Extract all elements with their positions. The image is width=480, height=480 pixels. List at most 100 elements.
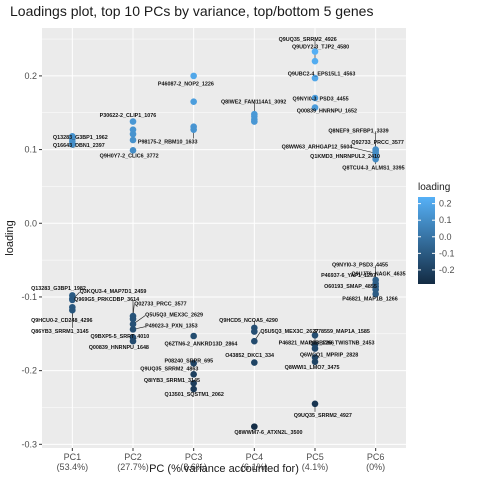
data-point bbox=[311, 74, 319, 82]
point-label: Q8WWM7-6_ATXN2L_3500 bbox=[234, 430, 302, 436]
point-label: Q13B726_TWISTNB_2453 bbox=[309, 341, 375, 347]
x-tick-variance: (53.4%) bbox=[57, 462, 89, 472]
point-label: P46821_MAP1B_1266 bbox=[342, 296, 397, 302]
legend-tick-label: 0.1 bbox=[439, 215, 452, 225]
point-label: Q13283_G3BP1_1962 bbox=[53, 135, 108, 141]
point-label: Q8NEF9_SRFBP1_3339 bbox=[328, 128, 388, 134]
point-label: O60193_SMAP_4855 bbox=[324, 284, 377, 290]
x-tick-variance: (4.1%) bbox=[302, 462, 329, 472]
legend-tick-label: -0.2 bbox=[439, 265, 455, 275]
data-point bbox=[190, 385, 197, 393]
x-tick-label: PC3 bbox=[185, 452, 203, 462]
point-label: P98175-2_RBM10_1633 bbox=[138, 139, 198, 145]
point-label: Q13283_G3BP1_1982 bbox=[31, 286, 86, 292]
point-label: Q00839_HNRNPU_1648 bbox=[89, 345, 149, 351]
x-axis-ticks: PC1(53.4%)PC2(27.7%)PC3(8.6%)PC4(6.1%)PC… bbox=[57, 448, 385, 472]
y-tick-label: 0.2 bbox=[24, 71, 37, 81]
x-tick-label: PC6 bbox=[367, 452, 385, 462]
point-label: Q9UQ35_SRRM2_4927 bbox=[294, 413, 352, 419]
point-label: Q9H0Y7-2_CLIC6_3772 bbox=[100, 153, 159, 159]
legend-tick-label: 0.0 bbox=[439, 232, 452, 242]
data-point bbox=[69, 306, 76, 314]
point-label: Q9UBC2-4_EPS15L1_4563 bbox=[288, 72, 356, 78]
data-point bbox=[311, 331, 319, 339]
point-label: Q6WCQ1_MPRIP_2828 bbox=[300, 352, 358, 358]
point-label: Q9NYI0-3_PSD3_4455 bbox=[332, 263, 388, 269]
data-point bbox=[311, 48, 319, 55]
data-point bbox=[311, 358, 319, 366]
y-tick-label: -0.2 bbox=[21, 366, 37, 376]
data-point bbox=[129, 326, 137, 333]
point-label: Q8IYB3_SRRM1_3145 bbox=[144, 378, 200, 384]
point-label: Q5U5Q3_MEX3C_2629 bbox=[145, 313, 203, 319]
point-label: Q8IWE2_FAM114A1_3092 bbox=[221, 100, 286, 106]
point-label: Q9HCU0-2_CD248_4296 bbox=[31, 318, 92, 324]
data-point bbox=[251, 359, 258, 366]
point-label: Q8WWI1_LMO7_3475 bbox=[285, 365, 340, 371]
data-point bbox=[129, 118, 137, 125]
gridlines bbox=[42, 28, 406, 448]
data-point bbox=[311, 94, 319, 102]
data-point bbox=[129, 130, 137, 138]
y-axis-title: loading bbox=[4, 220, 16, 255]
plot-panel bbox=[42, 28, 406, 448]
point-label: Q16643_DBN1_2397 bbox=[53, 143, 105, 149]
point-label: P08240_SRPR_695 bbox=[165, 358, 214, 364]
point-label: Q969G5_PRKCDBP_3614 bbox=[74, 297, 139, 303]
data-point bbox=[251, 423, 258, 430]
point-label: Q9NYI0-3_PSD3_4455 bbox=[293, 97, 349, 103]
data-point bbox=[251, 118, 258, 125]
x-tick-label: PC5 bbox=[306, 452, 324, 462]
x-tick-label: PC4 bbox=[246, 452, 264, 462]
data-point bbox=[129, 136, 137, 144]
legend-ticks: 0.2 0.1 0.0 -0.1 -0.2 bbox=[418, 199, 455, 275]
data-point bbox=[190, 371, 197, 378]
data-point bbox=[129, 320, 137, 328]
point-label: Q8TCU4-3_ALMS1_3395 bbox=[342, 165, 404, 171]
chart-title: Loadings plot, top 10 PCs by variance, t… bbox=[10, 3, 373, 19]
x-tick-variance: (27.7%) bbox=[117, 462, 149, 472]
data-point bbox=[69, 296, 76, 304]
legend-colorbar bbox=[418, 197, 435, 284]
point-label: Q6ZTN6-2_ANKRD13D_2864 bbox=[165, 341, 238, 347]
point-label: O43852_DKC1_334 bbox=[225, 353, 274, 359]
data-point bbox=[311, 345, 319, 352]
point-label: Q92733_PRCC_3577 bbox=[351, 140, 403, 146]
point-label: Q3KQU3-4_MAP7D1_2459 bbox=[80, 289, 147, 295]
data-point bbox=[372, 155, 379, 163]
point-label: Q9BXP5-5_SRRT_4010 bbox=[91, 334, 150, 340]
label-connector bbox=[352, 147, 376, 154]
legend-tick-label: -0.1 bbox=[439, 248, 455, 258]
point-label: P30622-2_CLIP1_1076 bbox=[100, 113, 157, 119]
y-axis-ticks: 0.2 0.1 0.0 -0.1 -0.2 -0.3 bbox=[21, 71, 42, 449]
point-label: P46821_MAP1B_1266 bbox=[279, 341, 334, 347]
point-label: Q02733_PRCC_3577 bbox=[134, 302, 186, 308]
point-label: P49023-3_PXN_1353 bbox=[145, 324, 197, 330]
point-label: Q1KMD3_HNRNPUL2_2410 bbox=[310, 154, 380, 160]
data-point bbox=[190, 359, 197, 367]
x-tick-variance: (0%) bbox=[366, 462, 385, 472]
y-tick-label: 0.0 bbox=[24, 218, 37, 228]
point-label: Q00839_HNRNPU_1652 bbox=[297, 109, 357, 115]
legend-title: loading bbox=[418, 182, 450, 193]
point-label: P46937-6_YAP1_1297 bbox=[321, 273, 376, 279]
data-point bbox=[190, 379, 197, 387]
data-point bbox=[190, 98, 197, 105]
data-point bbox=[69, 141, 76, 148]
x-axis-title: PC (% variance accounted for) bbox=[149, 463, 299, 475]
x-tick-variance: (8.6%) bbox=[180, 462, 207, 472]
data-point bbox=[190, 72, 197, 80]
data-point bbox=[311, 57, 319, 65]
point-label: P46087-2_NOP2_1226 bbox=[158, 81, 214, 87]
data-point bbox=[251, 328, 258, 335]
data-point bbox=[372, 290, 379, 298]
data-point bbox=[129, 337, 137, 345]
point-label: Q8WW63_ARHGAP12_5604 bbox=[282, 145, 353, 151]
data-point bbox=[129, 147, 137, 154]
data-point bbox=[190, 332, 197, 340]
point-label: P78559_MAP1A_1585 bbox=[314, 329, 369, 335]
data-point bbox=[251, 337, 258, 345]
color-legend: loading 0.2 0.1 0.0 -0.1 -0.2 bbox=[418, 182, 455, 284]
data-point bbox=[311, 400, 319, 408]
